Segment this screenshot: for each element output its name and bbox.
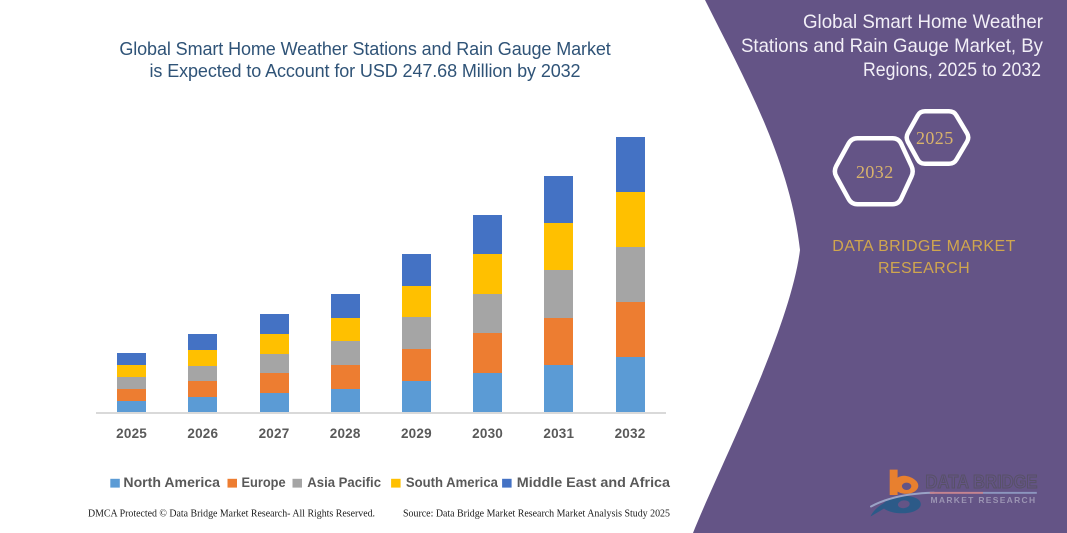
svg-text:Middle East and Africa: Middle East and Africa bbox=[517, 474, 670, 490]
svg-text:DATA BRIDGE: DATA BRIDGE bbox=[926, 472, 1038, 492]
svg-text:Source: Data Bridge Market Res: Source: Data Bridge Market Research Mark… bbox=[403, 509, 670, 520]
svg-text:DMCA Protected © Data Bridge M: DMCA Protected © Data Bridge Market Rese… bbox=[88, 509, 375, 520]
svg-text:Asia Pacific: Asia Pacific bbox=[307, 474, 381, 490]
svg-text:MARKET RESEARCH: MARKET RESEARCH bbox=[931, 495, 1037, 505]
svg-text:North America: North America bbox=[123, 474, 220, 490]
svg-text:South America: South America bbox=[406, 474, 498, 490]
svg-text:Stations and Rain Gauge Market: Stations and Rain Gauge Market, By bbox=[741, 35, 1043, 57]
svg-text:Global Smart Home Weather: Global Smart Home Weather bbox=[803, 11, 1043, 33]
svg-text:Regions, 2025 to 2032: Regions, 2025 to 2032 bbox=[863, 59, 1041, 81]
svg-text:Europe: Europe bbox=[242, 474, 286, 490]
